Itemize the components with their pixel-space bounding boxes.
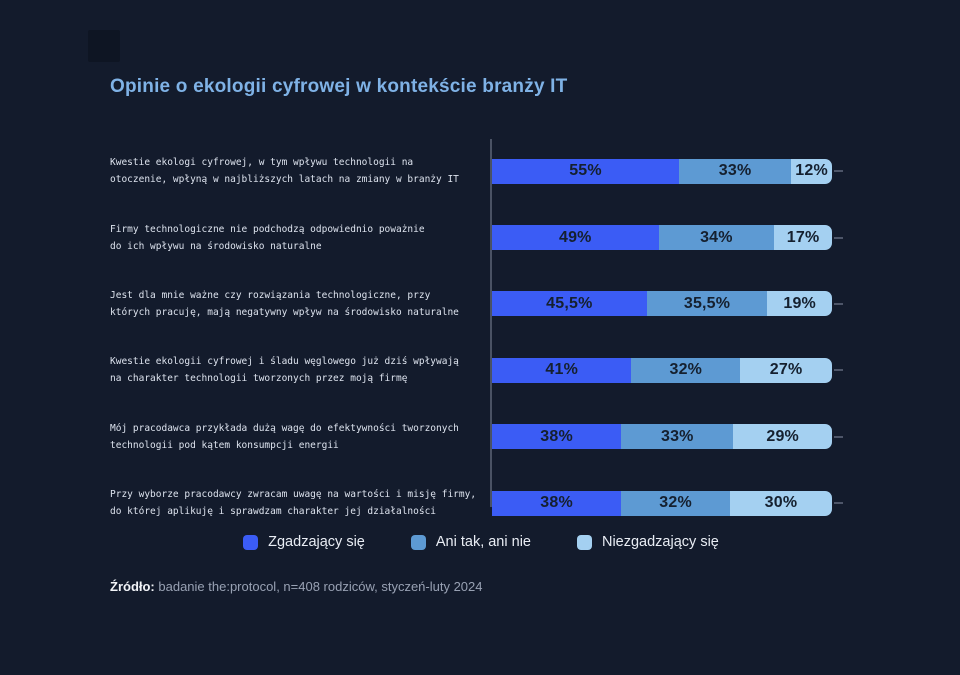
- bar-end-tick: [834, 302, 843, 305]
- stacked-bar-chart: Kwestie ekologi cyfrowej, w tym wpływu t…: [110, 138, 852, 536]
- bar-segment: 45,5%: [492, 291, 647, 317]
- bar-segment: 49%: [492, 225, 659, 251]
- legend-item: Ani tak, ani nie: [410, 534, 531, 550]
- bar-segment: 38%: [492, 424, 622, 450]
- stacked-bar: 41% 32% 27%: [492, 357, 832, 383]
- bar-row: Kwestie ekologii cyfrowej i śladu węglow…: [110, 337, 852, 403]
- stacked-bar: 49% 34% 17%: [492, 225, 832, 251]
- legend-swatch: [243, 534, 259, 550]
- page-title: Opinie o ekologii cyfrowej w kontekście …: [110, 76, 568, 97]
- stacked-bar: 45,5% 35,5% 19%: [492, 291, 832, 317]
- bar-row: Przy wyborze pracodawcy zwracam uwagę na…: [110, 470, 852, 536]
- bar-track: 41% 32% 27%: [492, 357, 843, 383]
- logo-placeholder: [88, 30, 120, 62]
- bar-row: Kwestie ekologi cyfrowej, w tym wpływu t…: [110, 138, 852, 204]
- bar-rows-container: Kwestie ekologi cyfrowej, w tym wpływu t…: [110, 138, 852, 536]
- category-label: Jest dla mnie ważne czy rozwiązania tech…: [110, 289, 459, 318]
- legend-swatch: [410, 534, 426, 550]
- bar-end-tick: [834, 369, 843, 372]
- bar-segment: 55%: [492, 158, 679, 184]
- legend-swatch: [576, 534, 592, 550]
- bar-end-tick: [834, 170, 843, 173]
- bar-track: 38% 33% 29%: [492, 424, 843, 450]
- bar-segment: 27%: [740, 357, 832, 383]
- stacked-bar: 38% 32% 30%: [492, 490, 832, 516]
- legend-item: Zgadzający się: [243, 534, 365, 550]
- bar-segment: 17%: [774, 225, 832, 251]
- chart-legend: Zgadzający się Ani tak, ani nie Niezgadzaj…: [110, 534, 852, 550]
- category-label: Firmy technologiczne nie podchodzą odpow…: [110, 223, 425, 252]
- bar-end-tick: [834, 435, 843, 438]
- stacked-bar: 55% 33% 12%: [492, 158, 832, 184]
- bar-segment: 41%: [492, 357, 632, 383]
- bar-segment: 32%: [621, 490, 730, 516]
- stacked-bar: 38% 33% 29%: [492, 424, 832, 450]
- bar-segment: 29%: [733, 424, 832, 450]
- legend-label: Ani tak, ani nie: [435, 534, 531, 550]
- legend-label: Zgadzający się: [268, 534, 365, 550]
- category-label: Kwestie ekologii cyfrowej i śladu węglow…: [110, 356, 459, 385]
- bar-segment: 32%: [631, 357, 741, 383]
- bar-row: Mój pracodawca przykłada dużą wagę do ef…: [110, 404, 852, 470]
- y-axis-line: [490, 139, 492, 507]
- bar-track: 45,5% 35,5% 19%: [492, 291, 843, 317]
- bar-segment: 34%: [658, 225, 775, 251]
- legend-item: Niezgadzający się: [576, 534, 719, 550]
- bar-segment: 19%: [767, 291, 832, 317]
- source-note: Źródło: badanie the:protocol, n=408 rodz…: [110, 579, 483, 594]
- bar-segment: 33%: [679, 158, 792, 184]
- bar-end-tick: [834, 502, 843, 505]
- category-label: Kwestie ekologi cyfrowej, w tym wpływu t…: [110, 157, 459, 186]
- bar-segment: 38%: [492, 490, 622, 516]
- category-label: Przy wyborze pracodawcy zwracam uwagę na…: [110, 489, 477, 518]
- source-prefix: Źródło:: [110, 579, 155, 594]
- source-text: badanie the:protocol, n=408 rodziców, st…: [154, 579, 483, 594]
- bar-segment: 33%: [621, 424, 734, 450]
- bar-track: 49% 34% 17%: [492, 225, 843, 251]
- bar-track: 55% 33% 12%: [492, 158, 843, 184]
- bar-segment: 30%: [729, 490, 832, 516]
- legend-label: Niezgadzający się: [601, 534, 719, 550]
- bar-row: Firmy technologiczne nie podchodzą odpow…: [110, 204, 852, 270]
- bar-track: 38% 32% 30%: [492, 490, 843, 516]
- bar-row: Jest dla mnie ważne czy rozwiązania tech…: [110, 271, 852, 337]
- bar-end-tick: [834, 236, 843, 239]
- category-label: Mój pracodawca przykłada dużą wagę do ef…: [110, 422, 459, 451]
- bar-segment: 12%: [791, 158, 832, 184]
- bar-segment: 35,5%: [646, 291, 768, 317]
